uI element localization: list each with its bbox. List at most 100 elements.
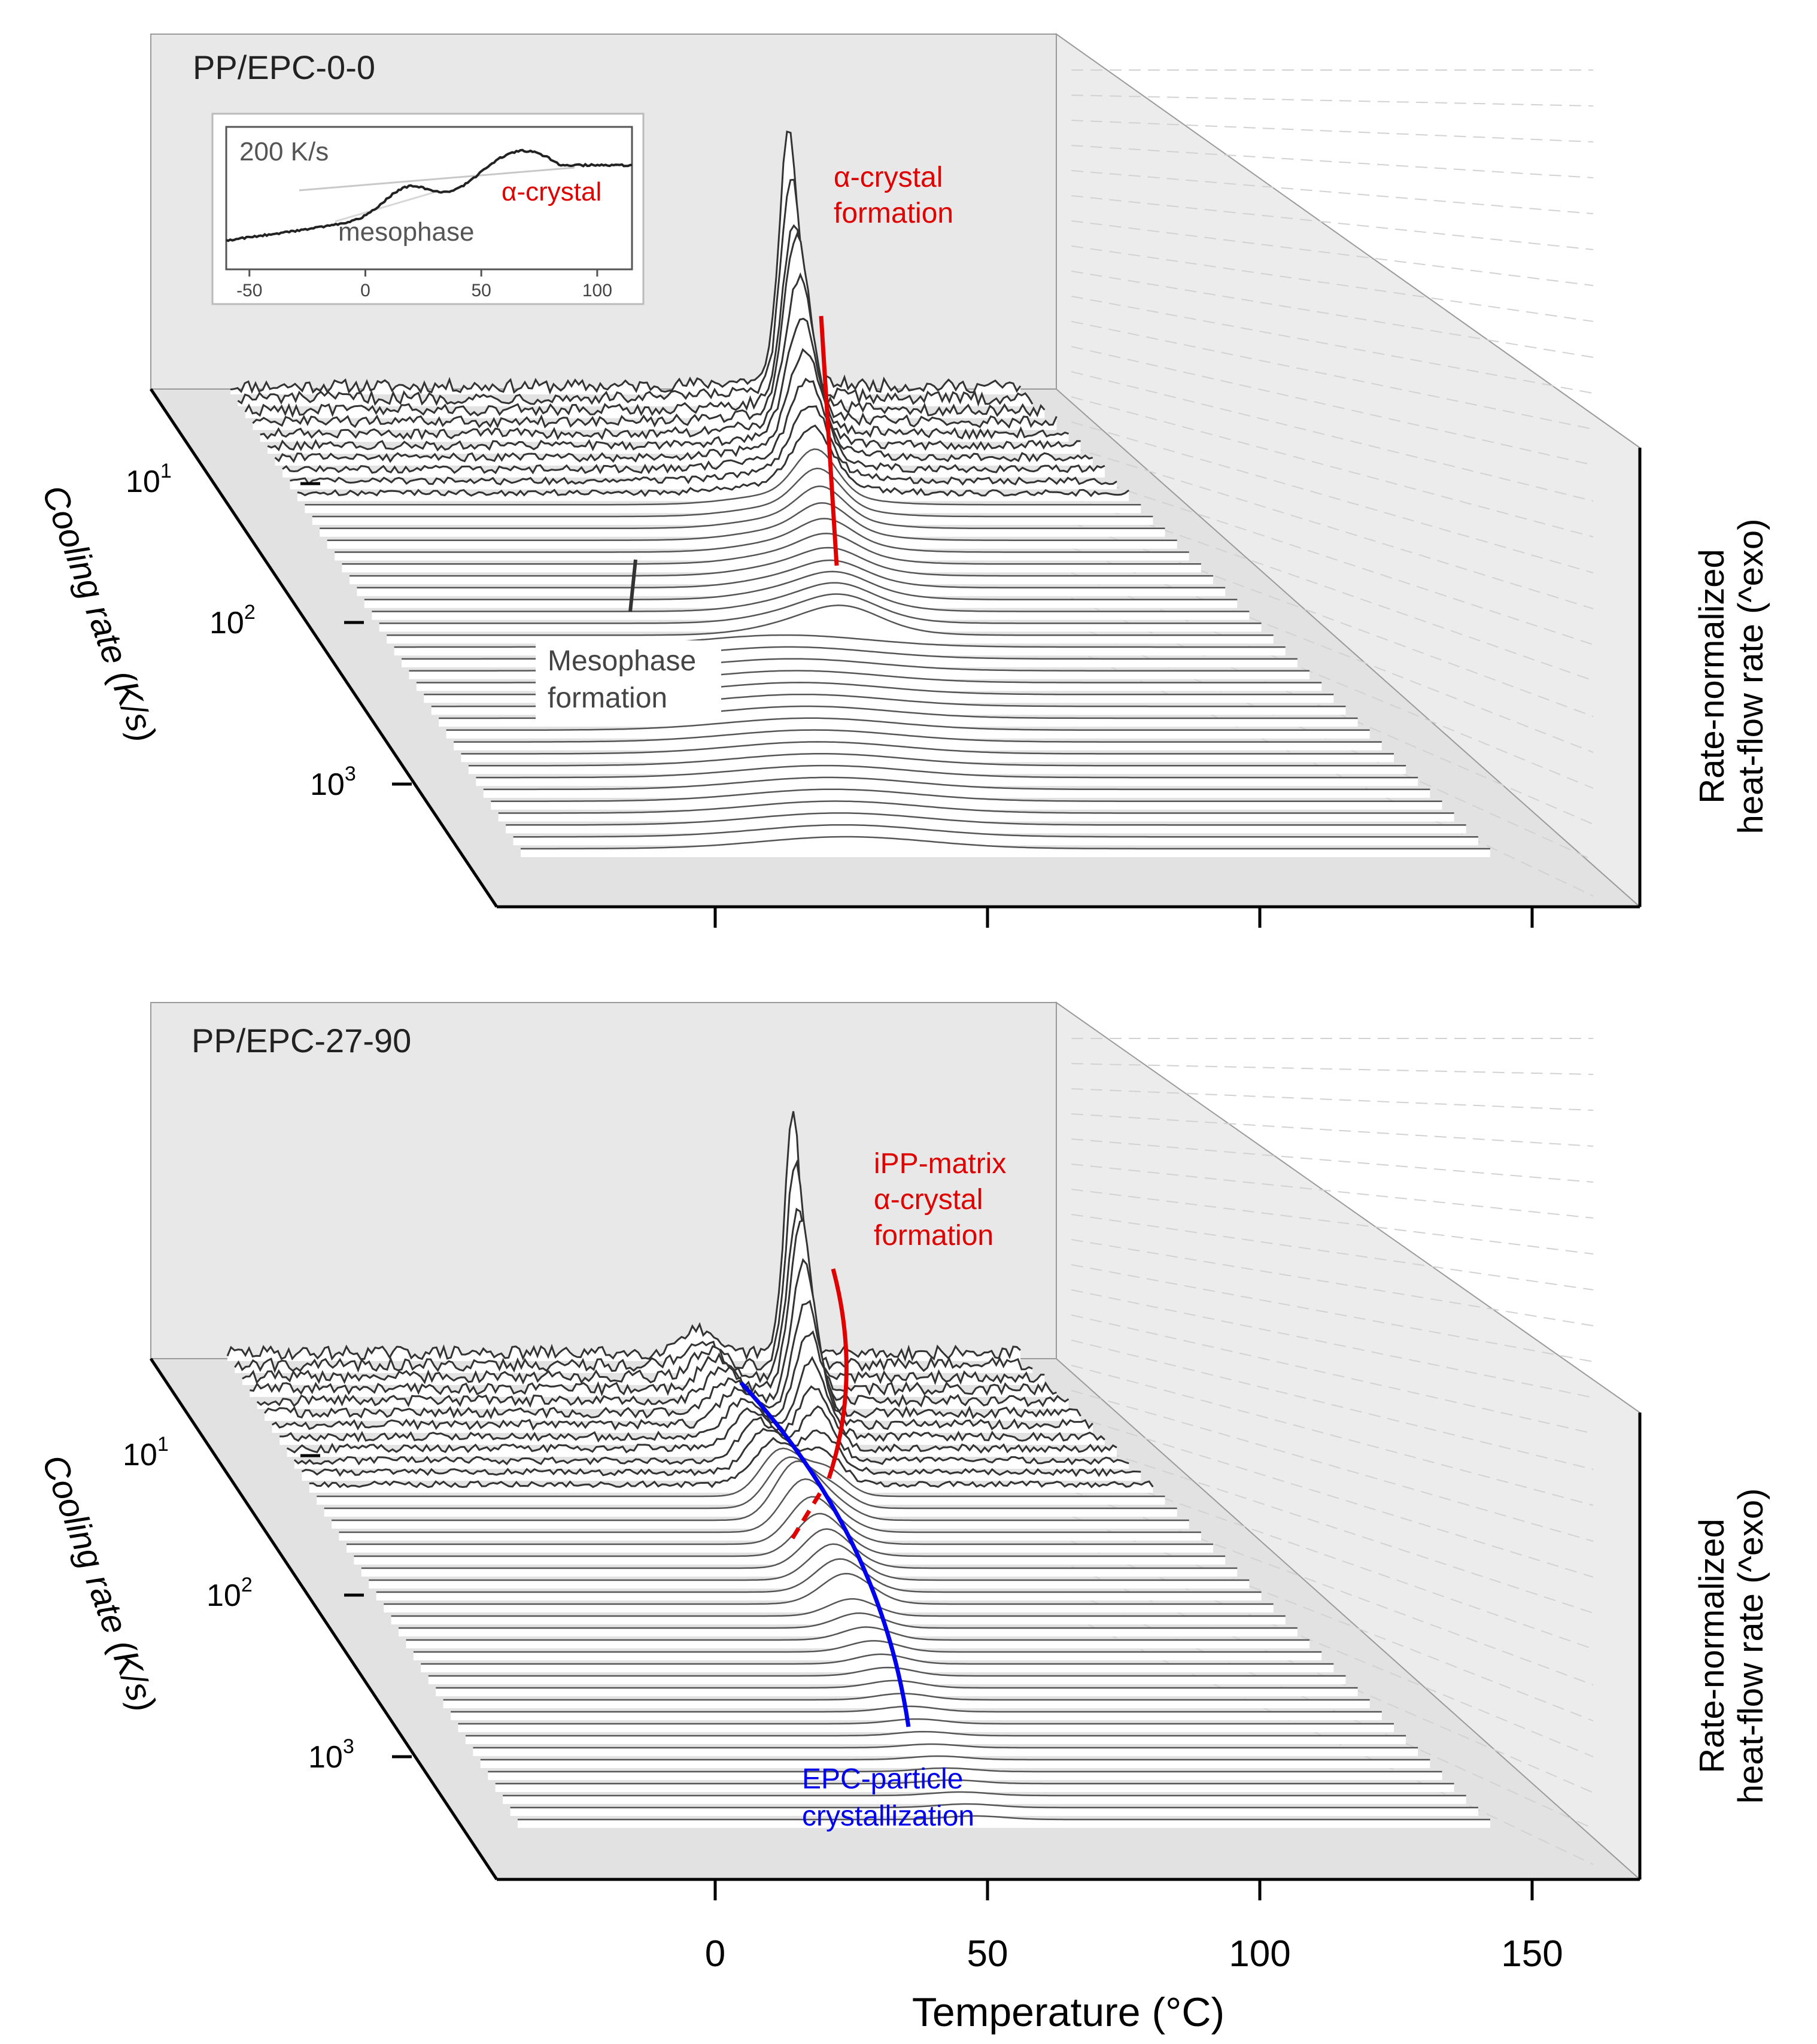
curve-fill — [272, 1332, 1093, 1433]
curve-fill — [473, 1744, 1418, 1756]
heat-flow-curve — [242, 1207, 1045, 1386]
curve-fill — [361, 1529, 1238, 1577]
heat-flow-curve — [282, 378, 1105, 475]
y-axis-line — [149, 388, 499, 908]
side-gridline — [1071, 95, 1594, 107]
curve-fill — [302, 1429, 1141, 1481]
inset-rate-label: 200 K/s — [239, 137, 329, 166]
heat-flow-curve — [513, 824, 1478, 838]
heat-flow-curve — [357, 559, 1226, 589]
curve-fill — [476, 766, 1418, 786]
curve-fill — [458, 1719, 1394, 1732]
epc-particle-trend-line — [739, 1381, 911, 1727]
heat-flow-curve — [413, 1640, 1322, 1653]
inset-curve — [226, 148, 633, 242]
heat-flow-curve — [305, 448, 1141, 506]
heat-flow-curve — [354, 1513, 1226, 1557]
y-axis-label: Cooling rate (K/s) — [35, 1450, 163, 1717]
z-axis-label-line1: Rate-normalized — [1693, 549, 1731, 804]
curve-fill — [309, 1438, 1153, 1493]
heat-flow-curve — [436, 1679, 1358, 1689]
y-tick-label-10-3: 103 — [310, 763, 356, 802]
inset-plot-area — [225, 126, 633, 271]
side-gridline — [1071, 497, 1594, 681]
heat-flow-curve — [312, 467, 1153, 518]
heat-flow-curve — [446, 717, 1370, 731]
heat-flow-curve — [290, 405, 1117, 486]
x-tick-label-150: 150 — [1501, 1933, 1563, 1975]
side-gridline — [1071, 1365, 1594, 1506]
curve-fill — [510, 1804, 1478, 1816]
heat-flow-curve — [230, 130, 1022, 395]
side-gridline — [1071, 145, 1594, 178]
side-gridline — [1071, 1063, 1594, 1075]
side-gridline — [1071, 1490, 1594, 1685]
heat-flow-curve — [250, 1219, 1057, 1397]
inset-baseline-alpha — [299, 166, 575, 192]
curve-stack — [226, 1111, 1490, 1828]
side-gridline — [1071, 1440, 1594, 1614]
side-gridline — [1071, 1515, 1594, 1721]
alpha-crystal-label-2: formation — [834, 198, 953, 229]
curve-fill — [327, 503, 1177, 549]
z-axis-label-line1: Rate-normalized — [1693, 1518, 1731, 1773]
side-gridline — [1071, 271, 1594, 358]
side-gridline — [1071, 547, 1594, 753]
curve-fill — [332, 1461, 1189, 1529]
side-gridline — [1071, 1264, 1594, 1362]
curve-fill — [387, 605, 1274, 644]
side-gridline — [1071, 346, 1594, 466]
inset-baseline-meso — [335, 190, 437, 223]
heat-flow-curve — [376, 1558, 1262, 1593]
heat-flow-curve — [451, 1705, 1382, 1713]
side-gridline — [1071, 421, 1594, 573]
ipp-matrix-label-3: formation — [874, 1220, 993, 1252]
heat-flow-curve — [369, 1543, 1250, 1581]
heat-flow-curve — [226, 1111, 1022, 1362]
heat-flow-curve — [480, 1755, 1430, 1761]
side-gridline — [1071, 447, 1594, 609]
curve-fill — [506, 813, 1466, 834]
heat-flow-curve — [518, 1815, 1490, 1821]
heat-flow-curve — [347, 1496, 1214, 1545]
heat-flow-curve — [237, 178, 1034, 407]
heat-flow-curve — [461, 741, 1394, 755]
heat-flow-curve — [320, 485, 1165, 530]
heat-flow-curve — [483, 776, 1430, 791]
curve-fill — [495, 1780, 1454, 1792]
heat-flow-curve — [503, 1791, 1466, 1797]
side-gridline — [1071, 522, 1594, 717]
side-gridline — [1071, 1164, 1594, 1219]
side-gridline — [1071, 1314, 1594, 1434]
side-gridline — [1071, 120, 1594, 142]
heat-flow-curve — [521, 836, 1490, 850]
side-gridline — [1071, 245, 1594, 322]
heat-flow-curve — [342, 532, 1201, 565]
side-gridline — [1071, 1289, 1594, 1398]
curve-fill — [350, 548, 1214, 585]
inset-x-ticks: -50 0 50 100 — [236, 269, 612, 300]
x-axis-label: Temperature (°C) — [912, 1990, 1224, 2035]
heat-flow-curve — [406, 1626, 1310, 1641]
curve-fill — [518, 1816, 1490, 1828]
heat-flow-curve — [473, 1743, 1418, 1749]
curve-fill — [446, 718, 1370, 739]
side-gridline — [1071, 572, 1594, 789]
curve-fill — [436, 1680, 1358, 1696]
x-tick-label-0: 0 — [705, 1933, 725, 1975]
side-gridline — [1071, 1390, 1594, 1542]
x-tick-label-50: 50 — [967, 1933, 1008, 1975]
side-gridline — [1071, 1239, 1594, 1326]
side-gridline — [1071, 296, 1594, 394]
panel-pp-epc-27-90: 101 102 103 Cooling rate (K/s) Rate-norm… — [35, 1001, 1770, 1900]
heat-flow-curve — [468, 753, 1406, 767]
curve-fill — [480, 1756, 1430, 1768]
curve-fill — [465, 1732, 1406, 1744]
curve-fill — [347, 1496, 1214, 1553]
curve-fill — [488, 1768, 1442, 1780]
heat-flow-curve — [293, 1405, 1129, 1466]
curve-fill — [454, 730, 1382, 751]
curve-fill — [282, 379, 1105, 478]
